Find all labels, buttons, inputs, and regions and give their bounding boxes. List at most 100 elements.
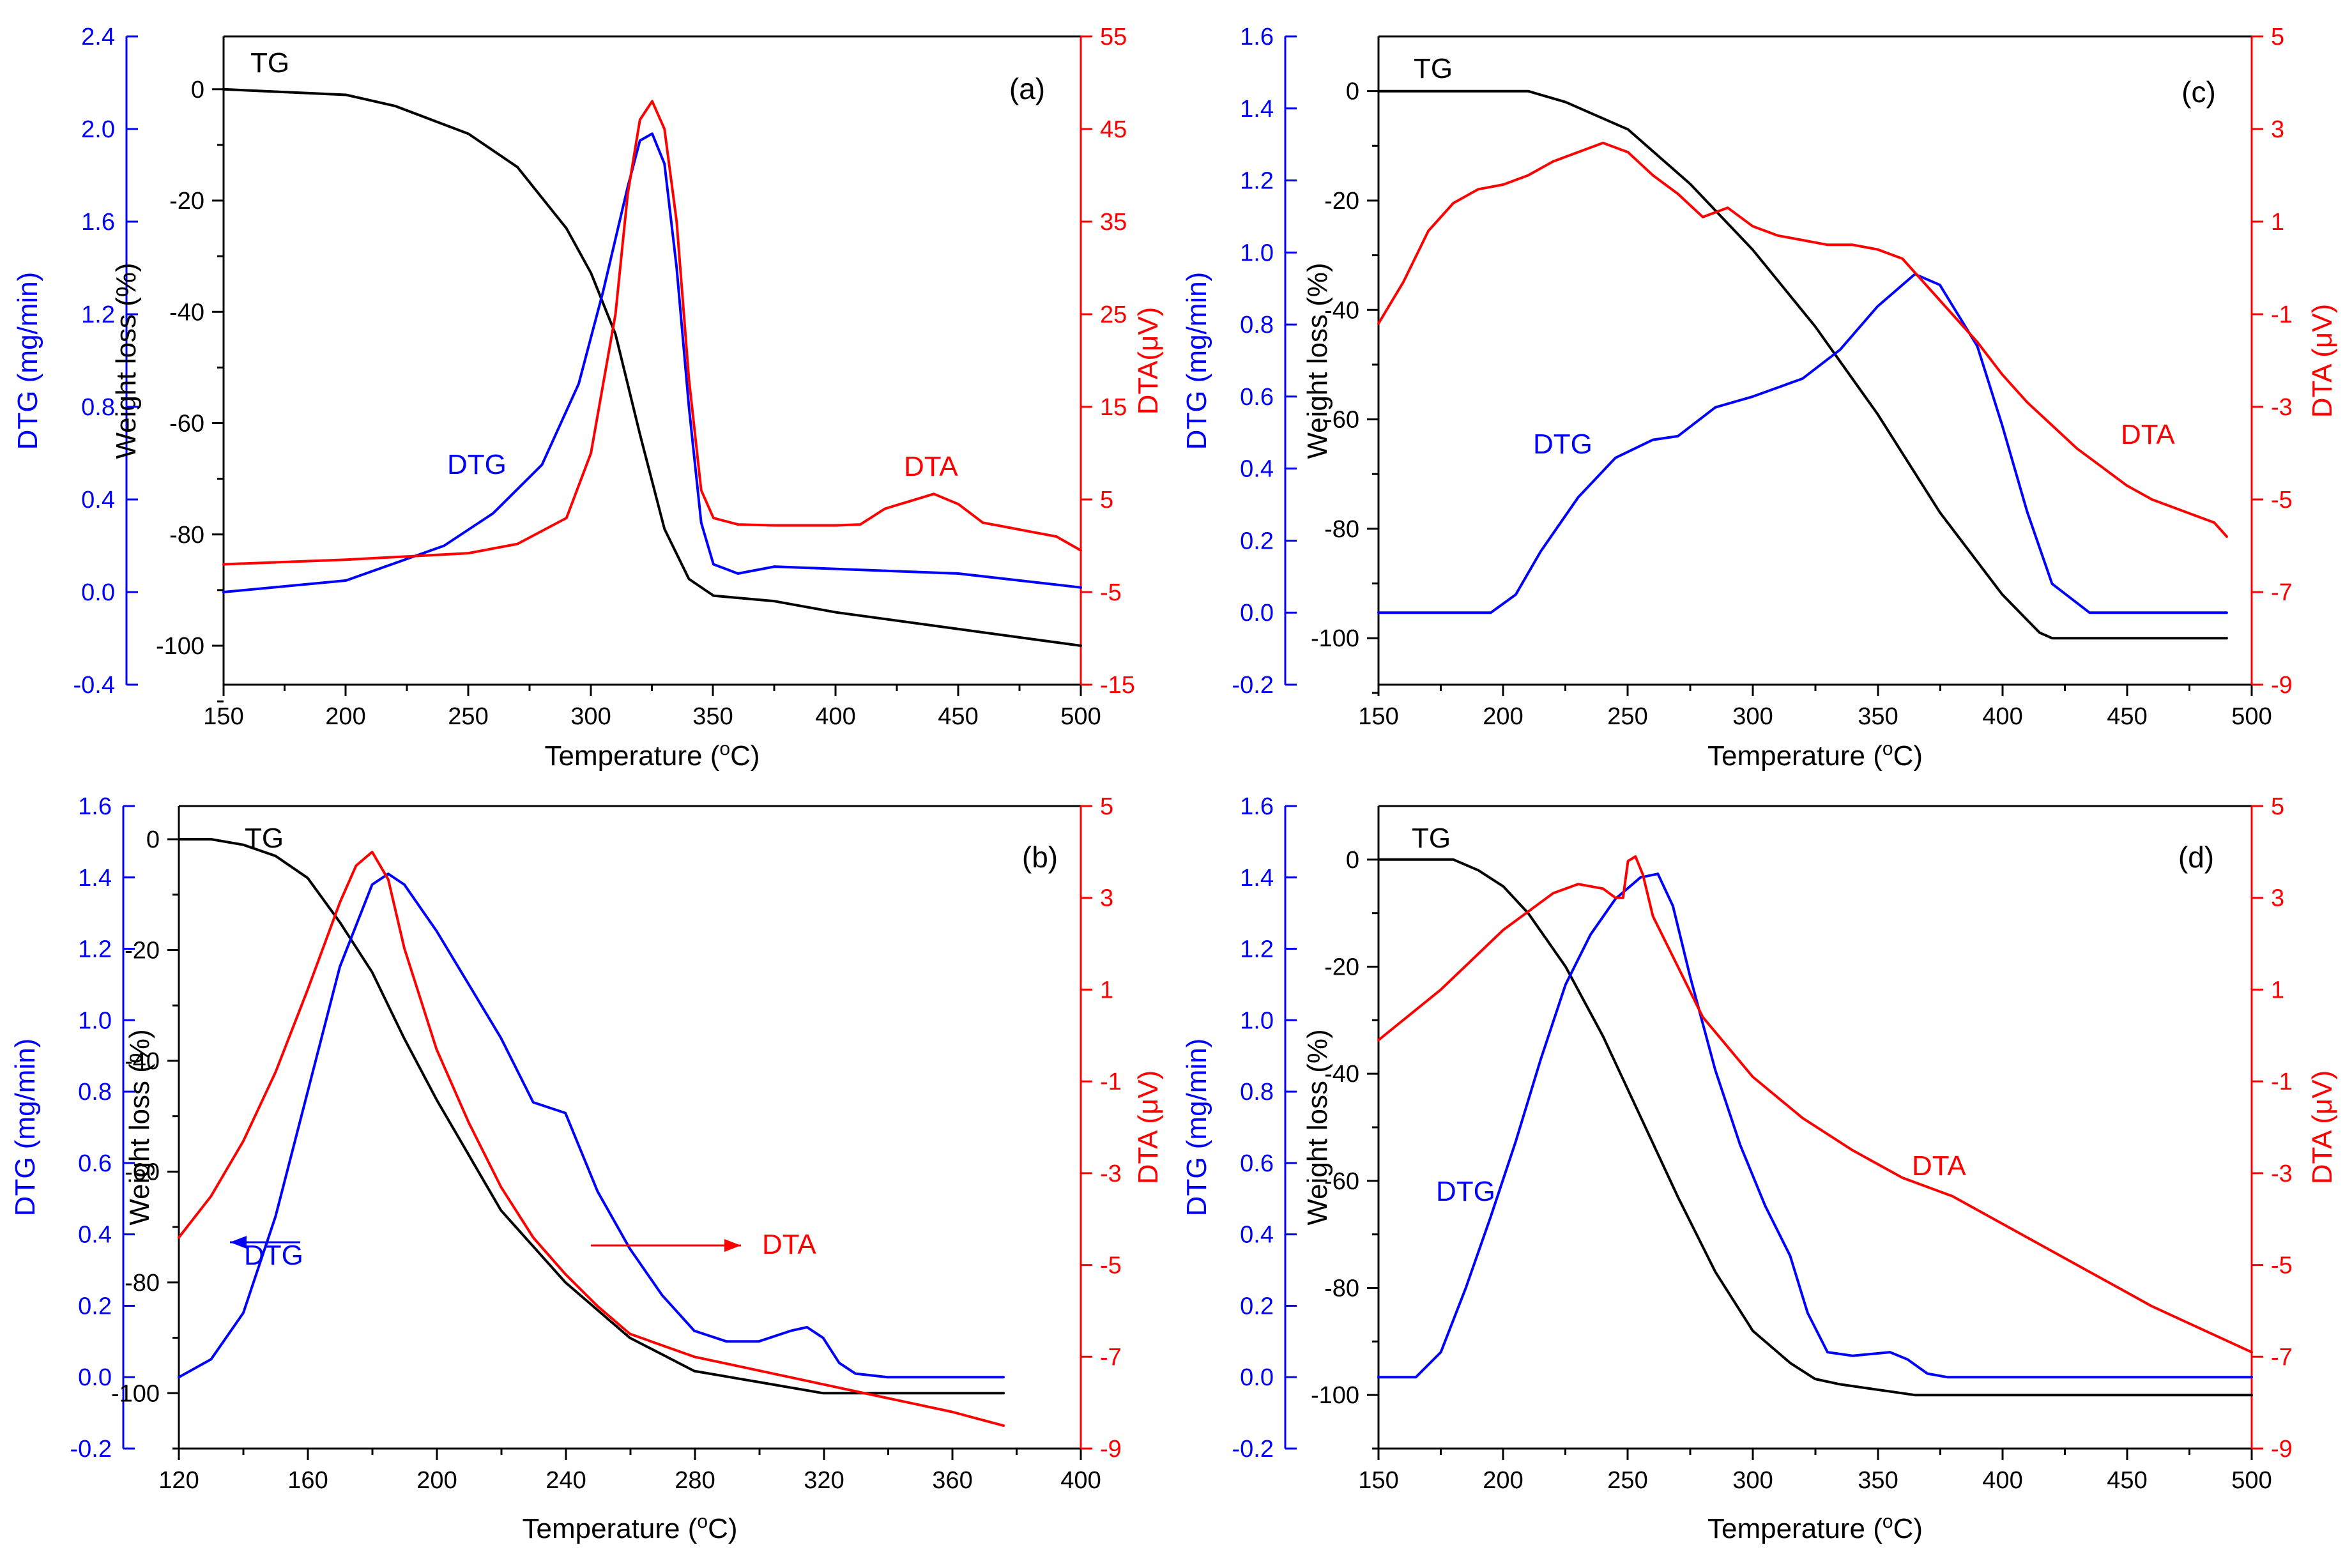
dtg-tick-label: 1.2 <box>1240 168 1274 195</box>
x-tick-label: 500 <box>1060 703 1101 730</box>
dtg-tick-label: 0.0 <box>78 1364 112 1391</box>
tg-tick-label: -100 <box>156 633 204 660</box>
dtg-tick-label: 0.8 <box>81 394 115 421</box>
dtg-tick-label: 1.0 <box>78 1007 112 1034</box>
tg-tick-label: -100 <box>1311 625 1359 652</box>
dta-annotation: DTA <box>762 1229 816 1260</box>
x-tick-label: 360 <box>932 1467 972 1494</box>
dtg-tick-label: 0.4 <box>1240 1222 1274 1249</box>
x-tick-label: 500 <box>2231 703 2272 730</box>
dtg-tick-label: 1.6 <box>78 793 112 820</box>
dta-tick-label: 1 <box>1100 977 1113 1003</box>
x-tick-label: 350 <box>1858 703 1898 730</box>
dta-tick-label: 35 <box>1100 209 1127 236</box>
dta-tick-label: 5 <box>1100 793 1113 820</box>
dtg-tick-label: 0.6 <box>78 1150 112 1177</box>
dta-tick-label: -9 <box>2271 672 2293 699</box>
dta-curve <box>178 850 1005 1427</box>
tg-axis-title: Weight loss (%) <box>124 1029 155 1225</box>
dtg-axis-title: DTG (mg/min) <box>10 1039 41 1217</box>
x-tick-label: 300 <box>1732 1467 1773 1494</box>
dtg-tick-label: 0.6 <box>1240 384 1274 411</box>
panel-label: (d) <box>2178 841 2214 874</box>
dta-tick-label: -15 <box>1100 672 1135 699</box>
dtg-tick-label: 1.6 <box>1240 24 1274 50</box>
panel-label: (a) <box>1009 72 1045 105</box>
dta-tick-label: 3 <box>2271 116 2284 143</box>
tg-tick-label: -20 <box>1324 188 1359 215</box>
dta-tick-label: 1 <box>2271 977 2284 1003</box>
dtg-tick-label: 1.4 <box>1240 865 1274 892</box>
x-tick-label: 350 <box>1858 1467 1898 1494</box>
dta-tick-label: -5 <box>2271 487 2293 514</box>
dta-tick-label: 45 <box>1100 116 1127 143</box>
x-tick-label: 400 <box>1982 703 2022 730</box>
tg-tick-label: -40 <box>1324 297 1359 324</box>
dtg-curve <box>178 872 1005 1379</box>
x-tick-label: 450 <box>2107 1467 2147 1494</box>
dtg-tick-label: 0.8 <box>1240 1079 1274 1106</box>
x-axis-title: Temperature (oC) <box>522 1511 737 1544</box>
x-tick-label: 350 <box>692 703 733 730</box>
dtg-annotation: DTG <box>1533 429 1592 460</box>
dtg-tick-label: 0.0 <box>81 579 115 606</box>
dta-tick-label: -1 <box>2271 301 2293 328</box>
tg-tick-label: -20 <box>169 188 204 215</box>
dta-tick-label: 5 <box>2271 24 2284 50</box>
dta-tick-label: -5 <box>2271 1252 2293 1279</box>
tg-tick-label: -80 <box>169 522 204 549</box>
dtg-tick-label: 2.4 <box>81 24 115 50</box>
x-tick-label: 320 <box>804 1467 844 1494</box>
dta-tick-label: -1 <box>1100 1069 1122 1095</box>
tg-annotation: TG <box>250 47 289 79</box>
dta-axis-title: DTA (μV) <box>1133 1070 1164 1185</box>
dta-tick-label: -9 <box>2271 1436 2293 1463</box>
dtg-tick-label: -0.2 <box>1232 1436 1274 1463</box>
tg-tick-label: 0 <box>1346 847 1359 874</box>
dtg-tick-label: 0.2 <box>78 1293 112 1320</box>
dtg-tick-label: 0.0 <box>1240 1364 1274 1391</box>
dtg-tick-label: 1.4 <box>1240 96 1274 123</box>
x-tick-label: 450 <box>938 703 978 730</box>
dtg-curve <box>1377 872 2253 1379</box>
dta-tick-label: -7 <box>2271 579 2293 606</box>
dta-annotation: DTA <box>1912 1150 1966 1182</box>
dtg-tick-label: 1.2 <box>1240 936 1274 963</box>
dtg-tick-label: 1.4 <box>78 865 112 892</box>
tg-curve <box>222 88 1082 647</box>
tg-tick-label: -80 <box>125 1270 160 1297</box>
dta-tick-label: 5 <box>1100 487 1113 514</box>
tg-annotation: TG <box>245 823 284 854</box>
dta-tick-label: 3 <box>1100 885 1113 912</box>
tg-tick-label: -80 <box>1324 1275 1359 1302</box>
dta-tick-label: -7 <box>2271 1344 2293 1371</box>
x-tick-label: 200 <box>1483 1467 1523 1494</box>
panel-label: (b) <box>1022 841 1058 874</box>
dtg-tick-label: 0.2 <box>1240 1293 1274 1320</box>
tg-curve <box>178 838 1005 1395</box>
dta-annotation: DTA <box>904 451 958 482</box>
tg-tick-label: -20 <box>1324 954 1359 981</box>
dtg-tick-label: 1.6 <box>1240 793 1274 820</box>
dtg-annotation: DTG <box>1436 1176 1495 1207</box>
dta-tick-label: -3 <box>2271 1161 2293 1187</box>
tg-tick-label: 0 <box>146 826 160 853</box>
tg-annotation: TG <box>1412 823 1451 854</box>
x-tick-label: 500 <box>2231 1467 2272 1494</box>
panel-label: (c) <box>2181 75 2216 109</box>
tg-tick-label: -40 <box>169 299 204 326</box>
dtg-tick-label: 0.8 <box>78 1079 112 1106</box>
dta-tick-label: -5 <box>1100 579 1122 606</box>
dta-tick-label: -7 <box>1100 1344 1122 1371</box>
tg-curve <box>1377 858 2253 1397</box>
dtg-tick-label: 0.4 <box>81 487 115 514</box>
dtg-tick-label: 1.0 <box>1240 1007 1274 1034</box>
dtg-tick-label: 2.0 <box>81 116 115 143</box>
tg-axis-title: Weight loss (%) <box>1302 263 1333 459</box>
x-tick-label: 450 <box>2107 703 2147 730</box>
x-tick-label: 200 <box>1483 703 1523 730</box>
dta-axis-title: DTA(μV) <box>1133 307 1164 415</box>
dtg-tick-label: 0.4 <box>78 1222 112 1249</box>
dta-tick-label: -3 <box>1100 1161 1122 1187</box>
